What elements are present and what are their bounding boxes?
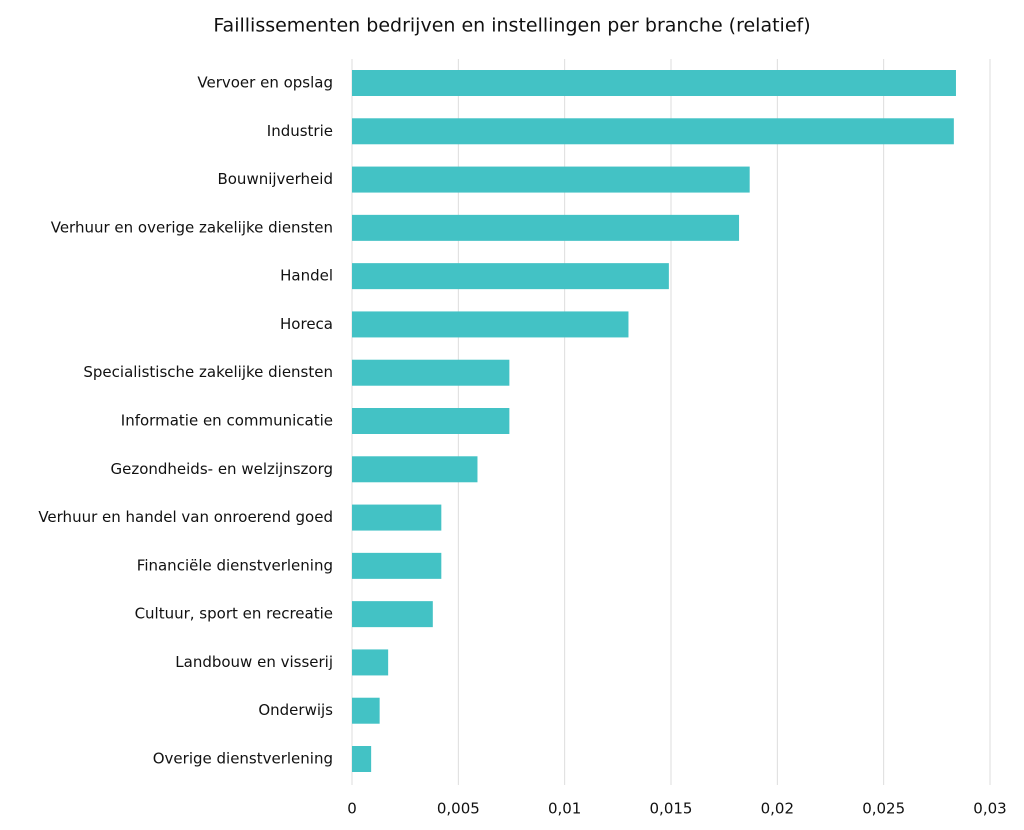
bar [352,456,478,483]
y-tick-label: Informatie en communicatie [121,412,333,430]
bar [352,70,956,96]
bar [352,504,442,531]
y-tick-label: Verhuur en overige zakelijke diensten [51,218,333,236]
bar [352,166,750,193]
bar [352,697,380,724]
x-tick-label: 0 [347,800,357,818]
x-tick-label: 0,02 [761,800,794,818]
bar [352,746,372,772]
bar [352,552,442,579]
x-tick-label: 0,03 [973,800,1006,818]
y-tick-label: Vervoer en opslag [197,74,333,92]
y-tick-label: Cultuur, sport en recreatie [135,605,333,623]
x-tick-label: 0,005 [437,800,480,818]
bar [352,408,510,434]
y-tick-label: Financiële dienstverlening [137,556,333,574]
bar [352,214,740,241]
y-tick-label: Overige dienstverlening [153,750,333,768]
bar [352,601,433,628]
y-tick-label: Gezondheids- en welzijnszorg [110,460,333,478]
bar [352,311,629,338]
y-tick-label: Bouwnijverheid [217,170,333,188]
x-tick-label: 0,015 [650,800,693,818]
x-tick-label: 0,01 [548,800,581,818]
y-tick-label: Specialistische zakelijke diensten [83,363,333,381]
chart-title: Faillissementen bedrijven en instellinge… [213,15,810,37]
bar [352,649,389,676]
y-tick-label: Onderwijs [258,701,333,719]
y-tick-label: Industrie [267,122,333,140]
y-tick-label: Verhuur en handel van onroerend goed [38,508,333,526]
x-tick-label: 0,025 [862,800,905,818]
bar [352,263,669,290]
y-tick-label: Landbouw en visserij [175,653,333,671]
y-tick-label: Handel [280,267,333,285]
y-tick-label: Horeca [280,315,333,333]
bar [352,118,954,145]
bar [352,359,510,386]
